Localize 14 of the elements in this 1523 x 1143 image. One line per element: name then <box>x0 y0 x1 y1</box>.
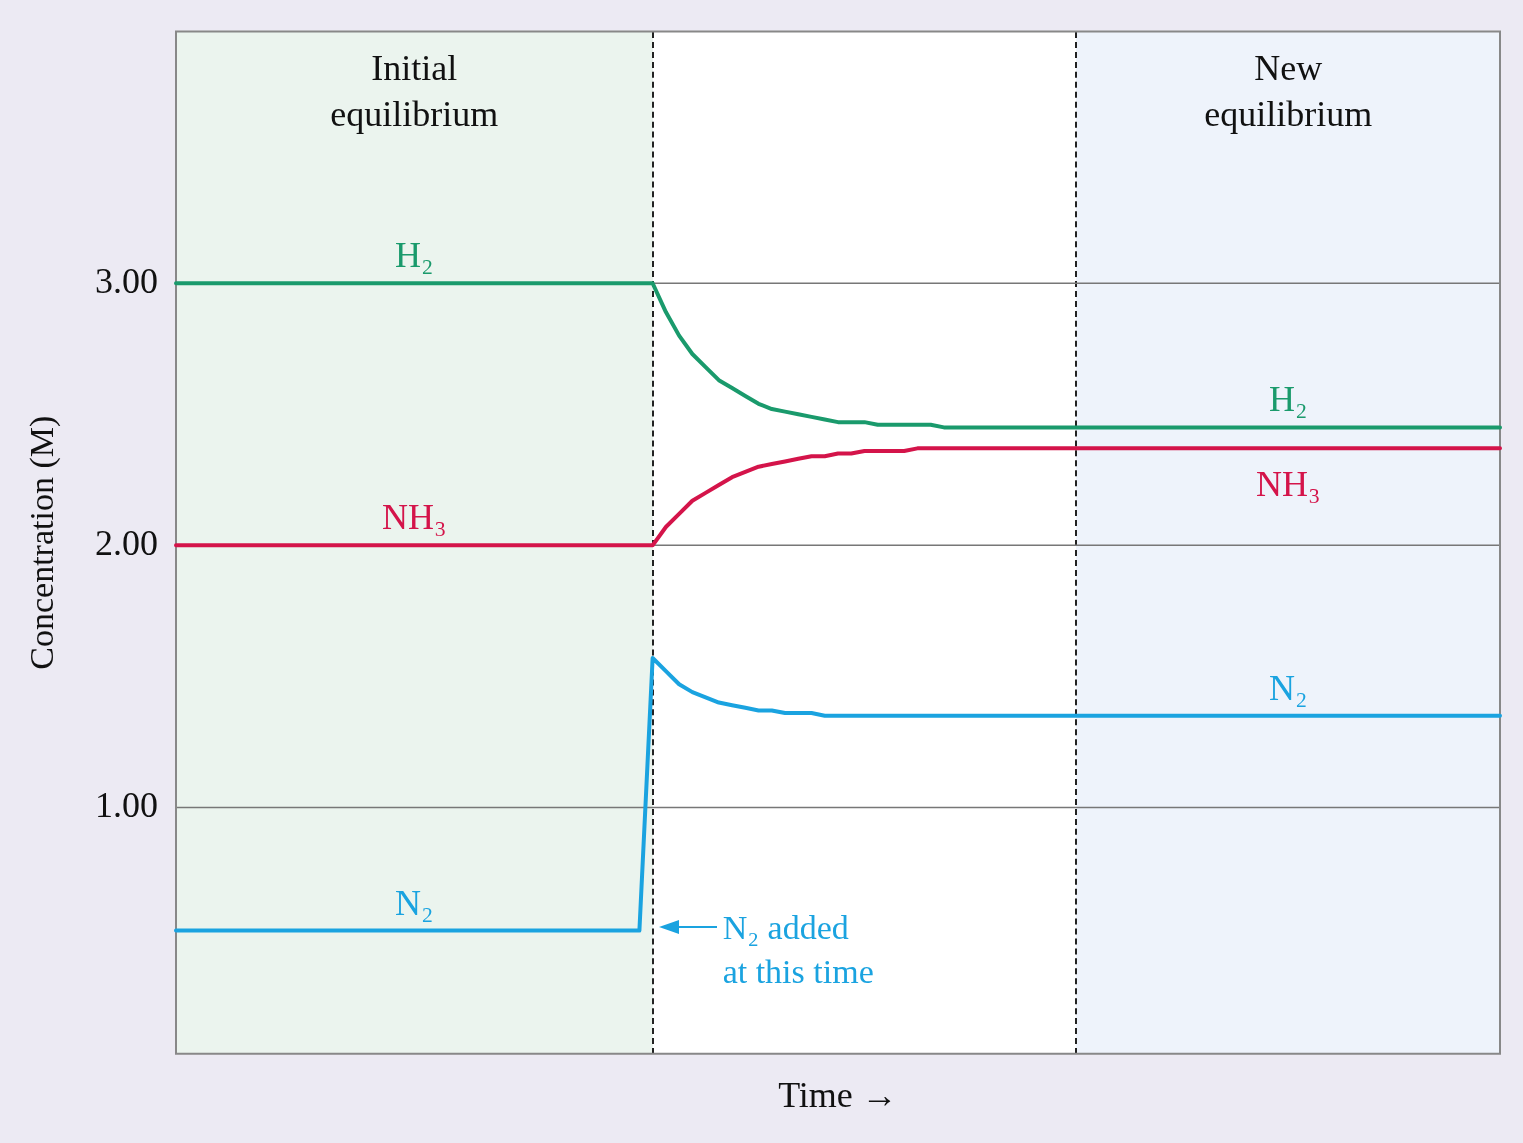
text: H₂ <box>1268 379 1308 420</box>
annotation: N₂ added at this time <box>722 908 874 990</box>
series-label: NH₃ <box>382 497 447 538</box>
annotation: New equilibrium <box>1204 47 1373 134</box>
text: N₂ <box>1268 667 1308 708</box>
annotation: Initial equilibrium <box>330 47 499 134</box>
y-tick-label: 2.00 <box>95 522 158 563</box>
x-axis-title: Time → <box>778 1074 898 1115</box>
y-tick-label: 1.00 <box>95 784 158 825</box>
series-label: H₂ <box>395 235 434 276</box>
y-axis-title: Concentration (M) <box>23 415 62 670</box>
y-tick-label: 3.00 <box>95 260 158 301</box>
series-label: N₂ <box>395 882 434 923</box>
text: NH₃ <box>1255 464 1321 505</box>
